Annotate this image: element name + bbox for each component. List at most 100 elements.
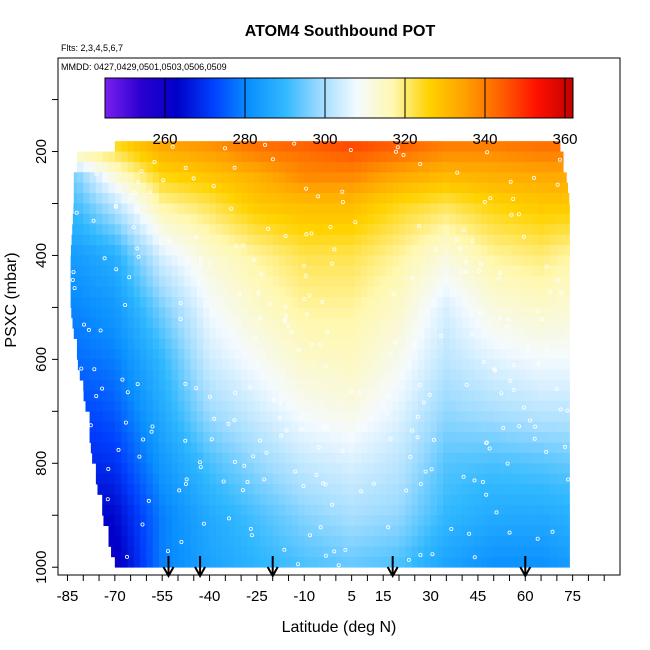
heatmap-cell	[146, 203, 154, 215]
heatmap-cell	[159, 141, 166, 152]
heatmap-cell	[304, 141, 311, 152]
heatmap-cell	[512, 203, 520, 215]
heatmap-cell	[209, 182, 217, 194]
heatmap-cell	[411, 380, 419, 391]
heatmap-cell	[89, 432, 97, 443]
observation-point	[259, 272, 264, 277]
heatmap-cell	[544, 369, 551, 381]
y-tick-label: 800	[33, 451, 50, 476]
heatmap-cell	[247, 442, 255, 454]
heatmap-cell	[121, 494, 128, 506]
heatmap-cell	[108, 380, 116, 391]
heatmap-cell	[354, 224, 362, 236]
heatmap-cell	[506, 338, 514, 350]
observation-point	[336, 563, 341, 568]
heatmap-cell	[398, 473, 406, 485]
heatmap-cell	[386, 494, 394, 506]
heatmap-cell	[436, 546, 444, 558]
heatmap-cell	[443, 442, 450, 454]
heatmap-cell	[512, 463, 520, 475]
heatmap-cell	[159, 411, 166, 423]
heatmap-cell	[304, 546, 311, 558]
heatmap-cell	[133, 525, 141, 537]
heatmap-cell	[455, 473, 463, 485]
heatmap-cell	[234, 452, 242, 464]
heatmap-cell	[417, 452, 425, 464]
heatmap-cell	[361, 411, 368, 423]
heatmap-cell	[165, 463, 173, 475]
x-tick-label: -85	[57, 588, 79, 605]
heatmap-cell	[373, 203, 381, 215]
heatmap-cell	[89, 172, 97, 184]
heatmap-cell	[241, 348, 248, 360]
heatmap-cell	[73, 182, 78, 194]
heatmap-cell	[544, 348, 551, 360]
heatmap-cell	[335, 504, 343, 516]
heatmap-cell	[190, 307, 198, 319]
heatmap-cell	[196, 141, 204, 152]
heatmap-cell	[253, 141, 261, 152]
heatmap-cell	[430, 504, 438, 516]
heatmap-cell	[411, 234, 419, 246]
heatmap-cell	[361, 452, 368, 464]
heatmap-cell	[253, 452, 261, 464]
heatmap-cell	[203, 390, 210, 402]
heatmap-cell	[203, 213, 210, 225]
heatmap-cell	[506, 276, 514, 288]
heatmap-cell	[354, 172, 362, 184]
heatmap-cell	[114, 380, 122, 391]
heatmap-cell	[159, 193, 166, 204]
heatmap-cell	[83, 390, 90, 402]
heatmap-cell	[133, 390, 141, 402]
heatmap-cell	[127, 452, 135, 464]
heatmap-cell	[171, 224, 179, 236]
heatmap-cell	[304, 255, 311, 267]
heatmap-cell	[329, 276, 337, 288]
heatmap-cell	[411, 473, 419, 485]
heatmap-cell	[550, 359, 558, 371]
heatmap-cell	[127, 297, 135, 308]
heatmap-cell	[531, 151, 539, 163]
heatmap-cell	[430, 380, 438, 391]
heatmap-cell	[121, 504, 128, 516]
heatmap-cell	[518, 421, 526, 433]
heatmap-cell	[152, 224, 160, 236]
heatmap-cell	[405, 193, 413, 204]
heatmap-cell	[140, 193, 147, 204]
heatmap-cell	[417, 515, 425, 527]
heatmap-cell	[203, 484, 210, 495]
heatmap-cell	[222, 297, 229, 308]
heatmap-cell	[140, 286, 147, 298]
heatmap-cell	[411, 265, 419, 277]
heatmap-cell	[462, 234, 469, 246]
heatmap-cell	[102, 286, 109, 298]
heatmap-cell	[234, 193, 242, 204]
heatmap-cell	[121, 307, 128, 319]
observation-point	[301, 263, 306, 268]
heatmap-cell	[121, 515, 128, 527]
heatmap-cell	[272, 421, 280, 433]
heatmap-cell	[525, 421, 532, 433]
heatmap-cell	[222, 400, 229, 412]
heatmap-cell	[291, 556, 299, 568]
heatmap-cell	[304, 473, 311, 485]
heatmap-cell	[436, 338, 444, 350]
heatmap-cell	[424, 494, 431, 506]
heatmap-cell	[316, 400, 324, 412]
heatmap-cell	[285, 494, 293, 506]
heatmap-cell	[443, 276, 450, 288]
heatmap-cell	[392, 463, 400, 475]
heatmap-cell	[83, 317, 90, 329]
heatmap-cell	[493, 307, 501, 319]
heatmap-cell	[512, 245, 520, 256]
heatmap-cell	[455, 369, 463, 381]
heatmap-cell	[73, 203, 78, 215]
heatmap-cell	[291, 141, 299, 152]
heatmap-cell	[297, 161, 305, 173]
observation-point	[165, 549, 170, 554]
heatmap-cell	[133, 328, 141, 339]
observation-point	[484, 440, 489, 445]
heatmap-cell	[525, 536, 532, 547]
heatmap-cell	[222, 348, 229, 360]
heatmap-cell	[102, 182, 109, 194]
